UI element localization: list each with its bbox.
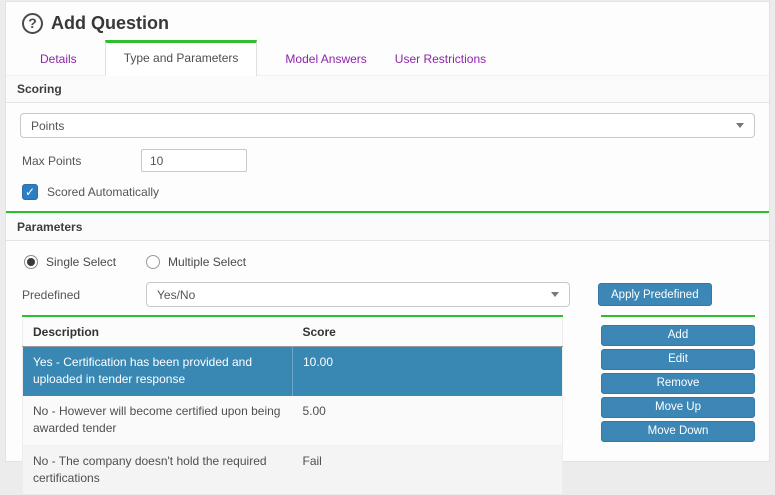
add-question-panel: ? Add Question Details Type and Paramete… [5,1,770,495]
table-row[interactable]: No - However will become certified upon … [22,395,563,446]
column-header-score: Score [292,317,563,347]
scoring-type-select[interactable]: Points [20,113,755,138]
max-points-row: Max Points [22,149,755,172]
table-header-row: Description Score [22,317,563,347]
max-points-input[interactable] [141,149,247,172]
predefined-value: Yes/No [157,287,196,302]
scoring-section: Points Max Points Scored Automatically [6,113,769,200]
parameters-section-header: Parameters [6,213,769,241]
tab-user-restrictions[interactable]: User Restrictions [394,52,487,66]
chevron-down-icon [736,123,744,128]
tab-model-answers[interactable]: Model Answers [285,52,367,66]
apply-predefined-button[interactable]: Apply Predefined [598,283,712,306]
predefined-select[interactable]: Yes/No [146,282,570,307]
remove-button[interactable]: Remove [601,373,755,394]
single-select-radio[interactable] [24,255,38,269]
answers-area: Description Score Yes - Certification ha… [22,315,755,495]
edit-button[interactable]: Edit [601,349,755,370]
add-button[interactable]: Add [601,325,755,346]
row-score: 10.00 [292,346,563,396]
multiple-select-radio[interactable] [146,255,161,269]
row-description: No - However will become certified upon … [22,395,293,446]
scored-automatically-label: Scored Automatically [47,185,160,199]
row-description: Yes - Certification has been provided an… [22,346,293,396]
row-score: Fail [292,445,563,495]
tab-bar: Details Type and Parameters Model Answer… [6,40,769,76]
table-top-border [22,315,563,317]
column-header-description: Description [22,317,293,347]
move-up-button[interactable]: Move Up [601,397,755,418]
row-score: 5.00 [292,395,563,446]
max-points-label: Max Points [22,153,82,168]
predefined-label: Predefined [22,287,81,302]
actions-top-border [601,315,755,317]
move-down-button[interactable]: Move Down [601,421,755,442]
section-divider [6,211,769,213]
select-mode-row: Single Select Multiple Select [24,255,755,269]
predefined-row: Predefined Yes/No Apply Predefined [22,282,755,307]
row-description: No - The company doesn't hold the requir… [22,445,293,495]
page-title: Add Question [51,13,169,33]
table-actions: Add Edit Remove Move Up Move Down [601,315,755,495]
chevron-down-icon [551,292,559,297]
help-icon[interactable]: ? [22,13,43,34]
tab-type-and-parameters[interactable]: Type and Parameters [104,40,258,76]
answers-table: Description Score Yes - Certification ha… [22,317,563,495]
scoring-type-value: Points [31,118,65,133]
parameters-section: Single Select Multiple Select Predefined… [6,255,769,495]
answers-table-container: Description Score Yes - Certification ha… [22,315,563,495]
single-select-label: Single Select [46,255,117,269]
scored-automatically-checkbox[interactable] [22,184,38,200]
page-header: ? Add Question [6,2,769,41]
multiple-select-label: Multiple Select [168,255,247,269]
scoring-section-header: Scoring [6,75,769,103]
scored-automatically-row: Scored Automatically [22,184,755,200]
table-row[interactable]: No - The company doesn't hold the requir… [22,445,563,495]
table-row[interactable]: Yes - Certification has been provided an… [22,346,563,396]
tab-details[interactable]: Details [40,52,77,66]
